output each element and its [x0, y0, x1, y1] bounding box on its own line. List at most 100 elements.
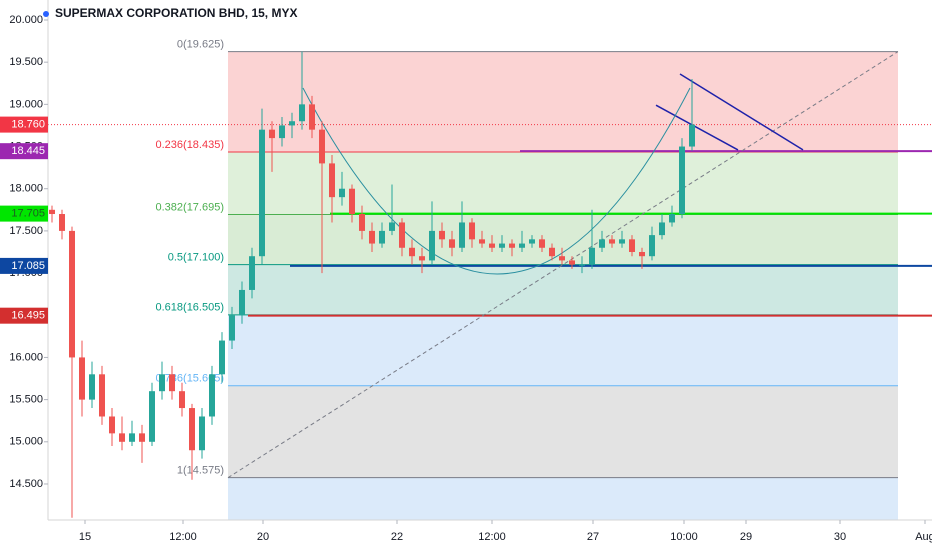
y-tick-label: 15.000 — [9, 436, 43, 448]
candle-body — [529, 239, 535, 244]
candle-body — [599, 239, 605, 248]
price-tag-bg — [0, 205, 48, 222]
candle-body — [309, 104, 315, 130]
price-tag: 18.445 — [11, 145, 45, 157]
candle-body — [509, 243, 515, 248]
candle-body — [459, 222, 465, 248]
last-price-tag: 18.760 — [11, 119, 45, 131]
candle-body — [579, 264, 585, 266]
candle-body — [469, 222, 475, 240]
x-tick-label: 12:00 — [169, 531, 197, 543]
candle-body — [609, 239, 615, 244]
candle-body — [269, 129, 275, 139]
x-tick-label: Aug — [915, 531, 932, 543]
y-tick-label: 17.500 — [9, 225, 43, 237]
candle-body — [319, 129, 325, 164]
candle-body — [519, 243, 525, 248]
candle-body — [99, 374, 105, 417]
fib-label: 0.236(18.435) — [156, 139, 225, 151]
y-tick-label: 15.500 — [9, 394, 43, 406]
y-tick-label: 19.000 — [9, 98, 43, 110]
x-tick-label: 22 — [391, 531, 403, 543]
candle-body — [69, 230, 75, 358]
x-tick-label: 10:00 — [670, 531, 698, 543]
x-tick-label: 30 — [834, 531, 846, 543]
y-tick-label: 16.000 — [9, 351, 43, 363]
candle-body — [89, 374, 95, 400]
y-tick-label: 14.500 — [9, 478, 43, 490]
candle-body — [489, 243, 495, 248]
cup-arc — [302, 87, 691, 275]
candle-body — [659, 222, 665, 236]
candle-body — [179, 391, 185, 409]
candle-body — [689, 124, 695, 147]
candle-body — [669, 214, 675, 223]
x-tick-label: 15 — [79, 531, 91, 543]
candle-body — [639, 251, 645, 257]
candle-body — [149, 391, 155, 442]
candle-body — [559, 256, 565, 261]
candle-body — [139, 433, 145, 442]
candle-body — [539, 239, 545, 248]
fib-label: 0.618(16.505) — [156, 302, 225, 314]
candle-body — [379, 230, 385, 244]
candle-body — [409, 247, 415, 257]
candle-body — [399, 222, 405, 248]
fib-zone — [228, 51, 898, 153]
candle-body — [49, 209, 55, 215]
candle-body — [219, 340, 225, 375]
fib-label: 0(19.625) — [177, 39, 224, 51]
candle-body — [159, 374, 165, 392]
candle-body — [479, 239, 485, 244]
candle-body — [229, 315, 235, 341]
candle-body — [549, 247, 555, 257]
y-tick-label: 19.500 — [9, 56, 43, 68]
candle-body — [249, 256, 255, 290]
candle-body — [629, 239, 635, 252]
x-tick-label: 27 — [587, 531, 599, 543]
x-tick-label: 12:00 — [478, 531, 506, 543]
fib-zone — [228, 314, 898, 386]
fib-label: 0.5(17.100) — [168, 252, 224, 264]
candle-body — [569, 260, 575, 265]
candle-body — [79, 357, 85, 400]
y-tick-label: 18.000 — [9, 183, 43, 195]
y-tick-label: 20.000 — [9, 14, 43, 26]
price-tag-bg — [0, 257, 48, 274]
candle-body — [279, 125, 285, 139]
candle-body — [369, 230, 375, 244]
fib-label: 1(14.575) — [177, 465, 224, 477]
fib-zone — [228, 152, 898, 215]
candle-body — [239, 289, 245, 316]
candle-body — [439, 230, 445, 240]
candle-body — [329, 163, 335, 198]
candle-body — [299, 104, 305, 122]
fib-extension-zone — [228, 477, 898, 520]
price-tag: 16.495 — [11, 310, 45, 322]
candle-body — [429, 230, 435, 261]
candle-body — [649, 235, 655, 257]
candle-body — [289, 121, 295, 126]
candle-body — [389, 222, 395, 231]
chart-title: SUPERMAX CORPORATION BHD, 15, MYX — [55, 6, 297, 20]
candle-body — [619, 239, 625, 244]
trend-line — [655, 104, 739, 151]
candle-body — [59, 214, 65, 231]
time-axis — [48, 520, 932, 550]
candle-body — [419, 256, 425, 261]
price-tag-bg — [0, 143, 48, 160]
candle-body — [349, 188, 355, 215]
price-axis — [0, 0, 48, 550]
price-tag: 17.085 — [11, 260, 45, 272]
fib-zone — [228, 385, 898, 478]
symbol-dot — [43, 11, 49, 17]
candle-body — [259, 129, 265, 257]
x-tick-label: 29 — [740, 531, 752, 543]
candle-body — [209, 374, 215, 417]
price-tag-bg — [0, 307, 48, 324]
candle-body — [189, 408, 195, 451]
candle-body — [199, 416, 205, 451]
candle-body — [589, 247, 595, 265]
candle-body — [129, 433, 135, 442]
